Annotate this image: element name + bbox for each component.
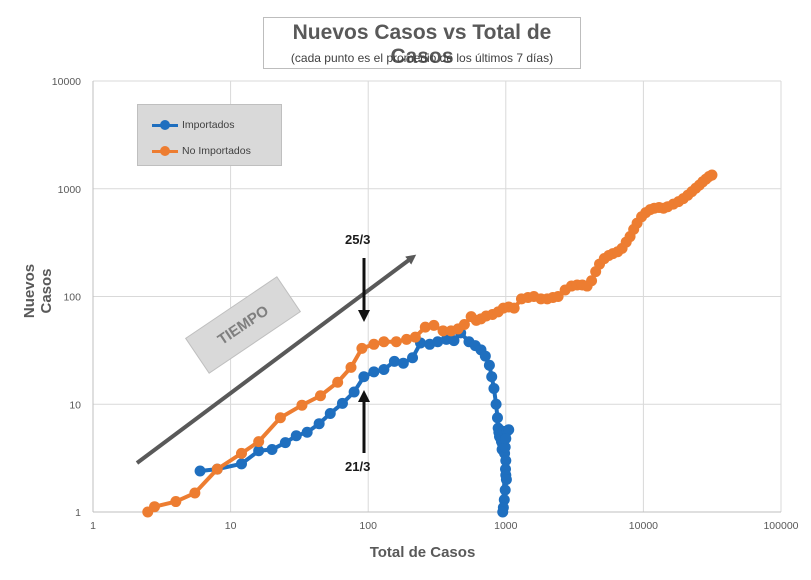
data-point (407, 352, 419, 364)
data-point (499, 484, 511, 496)
tiempo-arrow (135, 254, 417, 465)
x-tick-label: 100 (359, 520, 377, 532)
legend-swatch-no-importados (152, 144, 178, 158)
data-point (345, 361, 357, 373)
data-point (500, 474, 512, 486)
data-point (448, 335, 460, 347)
data-point (211, 463, 223, 475)
data-point (301, 426, 313, 438)
data-point (170, 496, 182, 508)
legend-label-no-importados: No Importados (182, 145, 251, 157)
data-point (189, 487, 201, 499)
data-point (586, 275, 598, 287)
data-point (358, 371, 370, 383)
data-point (235, 458, 247, 470)
data-point (235, 447, 247, 459)
data-point (437, 325, 449, 337)
data-point (313, 418, 325, 430)
data-point (500, 433, 512, 445)
data-point (388, 355, 400, 367)
data-point (336, 397, 348, 409)
data-point (486, 371, 498, 383)
data-point (499, 441, 511, 453)
x-tick-label: 10000 (629, 520, 658, 532)
data-point (552, 291, 564, 302)
data-point (458, 318, 470, 330)
chart-title: Nuevos Casos vs Total de Casos (292, 21, 552, 68)
y-tick-label: 1000 (58, 184, 82, 196)
data-point (428, 319, 440, 331)
data-point (356, 342, 368, 354)
data-point (253, 436, 265, 448)
data-point (390, 336, 402, 348)
data-point (296, 399, 308, 411)
data-point (368, 338, 380, 350)
y-axis-title: Nuevos Casos (21, 263, 55, 319)
y-tick-label: 100 (63, 292, 81, 304)
data-point (419, 321, 431, 333)
data-point (500, 455, 512, 467)
data-point (332, 376, 344, 388)
data-point (479, 350, 491, 362)
series-no-importados (142, 169, 718, 518)
data-point (274, 412, 286, 424)
y-tick-label: 10000 (52, 76, 81, 88)
annotation-25-3: 25/3 (345, 232, 370, 247)
legend-item-no-importados: No Importados (152, 144, 251, 158)
data-point (432, 336, 444, 348)
x-tick-label: 1000 (494, 520, 518, 532)
data-point (378, 364, 390, 376)
data-point (348, 386, 360, 398)
x-tick-label: 1 (90, 520, 96, 532)
data-point (378, 336, 390, 348)
data-point (401, 333, 413, 345)
data-point (368, 366, 380, 378)
data-point (194, 465, 206, 477)
data-point (491, 412, 503, 424)
data-point (290, 430, 302, 442)
x-tick-label: 100000 (763, 520, 798, 532)
data-point (409, 331, 421, 343)
data-point (508, 302, 520, 314)
legend-item-importados: Importados (152, 118, 235, 132)
series-importados (194, 327, 515, 518)
y-tick-label: 10 (69, 399, 81, 411)
legend-swatch-importados (152, 118, 178, 132)
data-point (279, 437, 291, 449)
y-tick-label: 1 (75, 507, 81, 519)
x-axis-title: Total de Casos (369, 544, 476, 561)
data-point (488, 383, 500, 395)
data-point (149, 501, 161, 513)
data-point (483, 359, 495, 371)
legend: Importados No Importados (137, 104, 282, 166)
title-box: Nuevos Casos vs Total de Casos (cada pun… (263, 17, 581, 69)
chart-subtitle: (cada punto es el promedio de los último… (290, 51, 554, 65)
data-point (397, 357, 409, 369)
data-point (503, 424, 515, 436)
data-point (706, 169, 718, 181)
data-point (490, 398, 502, 410)
x-tick-label: 10 (225, 520, 237, 532)
data-point (266, 444, 278, 456)
data-point (497, 506, 509, 518)
legend-label-importados: Importados (182, 119, 235, 131)
data-point (253, 445, 265, 457)
annotation-21-3: 21/3 (345, 459, 370, 474)
data-point (314, 390, 326, 402)
data-point (324, 408, 336, 420)
